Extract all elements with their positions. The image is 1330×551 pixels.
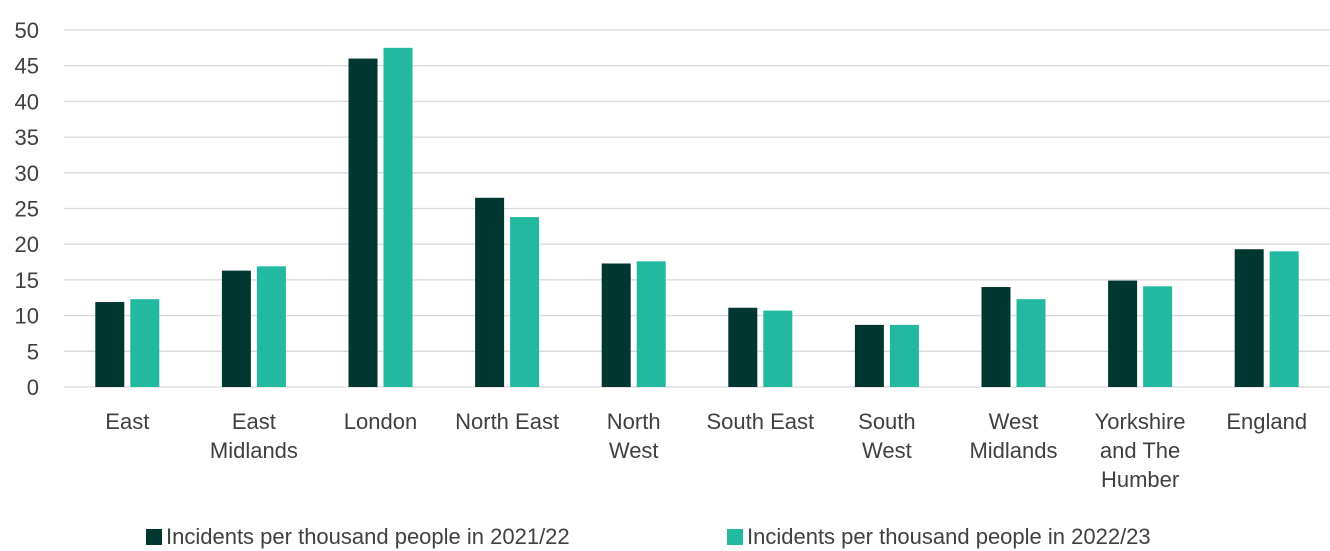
- y-axis: 0 5 10 15 20 25 30 35 40 45 50: [15, 18, 39, 400]
- legend-item-2022-23: Incidents per thousand people in 2022/23: [727, 524, 1151, 550]
- y-tick-label: 35: [15, 125, 39, 150]
- legend-swatch-2021-22: [146, 529, 162, 545]
- bar-2021-22: [95, 302, 125, 387]
- bar-2022-23: [130, 299, 160, 387]
- x-tick-label: Yorkshire and The Humber: [1095, 409, 1186, 492]
- y-tick-label: 5: [27, 339, 39, 364]
- legend-label-2021-22: Incidents per thousand people in 2021/22: [166, 524, 570, 549]
- bar-2021-22: [854, 324, 884, 387]
- y-tick-label: 0: [27, 375, 39, 400]
- y-tick-label: 20: [15, 232, 39, 257]
- x-tick-label: East Midlands: [210, 409, 298, 463]
- bar-2022-23: [1143, 286, 1173, 387]
- x-axis: East East Midlands London North East North Wes…: [105, 409, 1307, 492]
- y-tick-label: 25: [15, 197, 39, 222]
- x-tick-label: London: [344, 409, 417, 434]
- x-tick-label: North East: [455, 409, 559, 434]
- bar-2022-23: [889, 324, 919, 387]
- y-tick-label: 50: [15, 18, 39, 43]
- x-tick-label: North West: [607, 409, 661, 463]
- bar-2021-22: [348, 58, 378, 388]
- bar-2021-22: [1234, 249, 1264, 387]
- bar-2022-23: [763, 310, 793, 387]
- bar-2021-22: [475, 197, 505, 387]
- y-tick-label: 10: [15, 304, 39, 329]
- x-tick-label: West Midlands: [969, 409, 1057, 463]
- legend-swatch-2022-23: [727, 529, 743, 545]
- bar-2021-22: [221, 270, 251, 387]
- gridlines: [64, 29, 1330, 388]
- y-tick-label: 30: [15, 161, 39, 186]
- y-tick-label: 15: [15, 268, 39, 293]
- bar-2021-22: [728, 307, 758, 387]
- legend-item-2021-22: Incidents per thousand people in 2021/22: [146, 524, 570, 550]
- y-tick-label: 45: [15, 54, 39, 79]
- y-tick-label: 40: [15, 89, 39, 114]
- bar-2022-23: [510, 217, 540, 387]
- bar-2021-22: [601, 263, 631, 387]
- bar-2022-23: [636, 261, 666, 387]
- x-tick-label: South East: [706, 409, 814, 434]
- x-tick-label: England: [1226, 409, 1307, 434]
- bar-2022-23: [1016, 299, 1046, 387]
- x-tick-label: South West: [858, 409, 916, 463]
- bar-2022-23: [383, 47, 413, 387]
- bar-2021-22: [1108, 280, 1138, 387]
- legend-label-2022-23: Incidents per thousand people in 2022/23: [747, 524, 1151, 549]
- bars: [95, 47, 1299, 388]
- bar-2021-22: [981, 287, 1011, 387]
- bar-2022-23: [1269, 251, 1299, 387]
- x-tick-label: East: [105, 409, 149, 434]
- bar-chart: 0 5 10 15 20 25 30 35 40 45 50 East East Midlands Lon…: [15, 18, 1330, 492]
- bar-2022-23: [256, 266, 286, 387]
- legend: Incidents per thousand people in 2021/22…: [0, 524, 1330, 551]
